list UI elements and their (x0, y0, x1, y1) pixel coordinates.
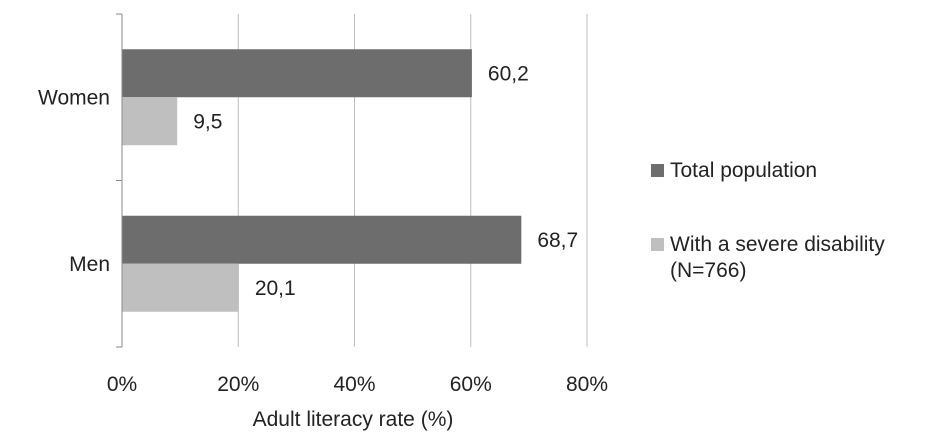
bar-men-series-1 (122, 263, 239, 312)
data-label-men-series-1: 20,1 (255, 277, 296, 300)
bar-women-series-1 (122, 97, 178, 146)
data-label-women-series-1: 9,5 (193, 110, 222, 133)
x-tick-label: 20% (217, 373, 259, 396)
bar-men-series-0 (122, 215, 522, 264)
data-label-women-series-0: 60,2 (488, 62, 529, 85)
legend-swatch-total (651, 164, 664, 177)
axes (116, 13, 123, 348)
legend: Total population With a severe disabilit… (651, 158, 930, 332)
category-label-women: Women (38, 86, 110, 109)
legend-item-disability: With a severe disability (N=766) (651, 232, 930, 284)
x-axis-label: Adult literacy rate (%) (253, 408, 454, 431)
legend-item-total: Total population (651, 158, 930, 184)
category-label-men: Men (69, 253, 110, 276)
legend-swatch-disability (651, 238, 664, 251)
x-tick-label: 60% (450, 373, 492, 396)
data-labels: 60,2 9,5 68,7 20,1 (193, 62, 578, 300)
legend-label-disability: With a severe disability (N=766) (670, 233, 885, 282)
x-tick-label: 40% (333, 373, 375, 396)
bar-women-series-0 (122, 49, 472, 98)
category-labels: Women Men (38, 86, 110, 276)
x-tick-label: 80% (566, 373, 608, 396)
x-tick-label: 0% (107, 373, 137, 396)
legend-label-total: Total population (670, 159, 818, 182)
x-tick-labels: 0% 20% 40% 60% 80% (107, 373, 608, 396)
bars (122, 49, 522, 312)
data-label-men-series-0: 68,7 (537, 229, 578, 252)
